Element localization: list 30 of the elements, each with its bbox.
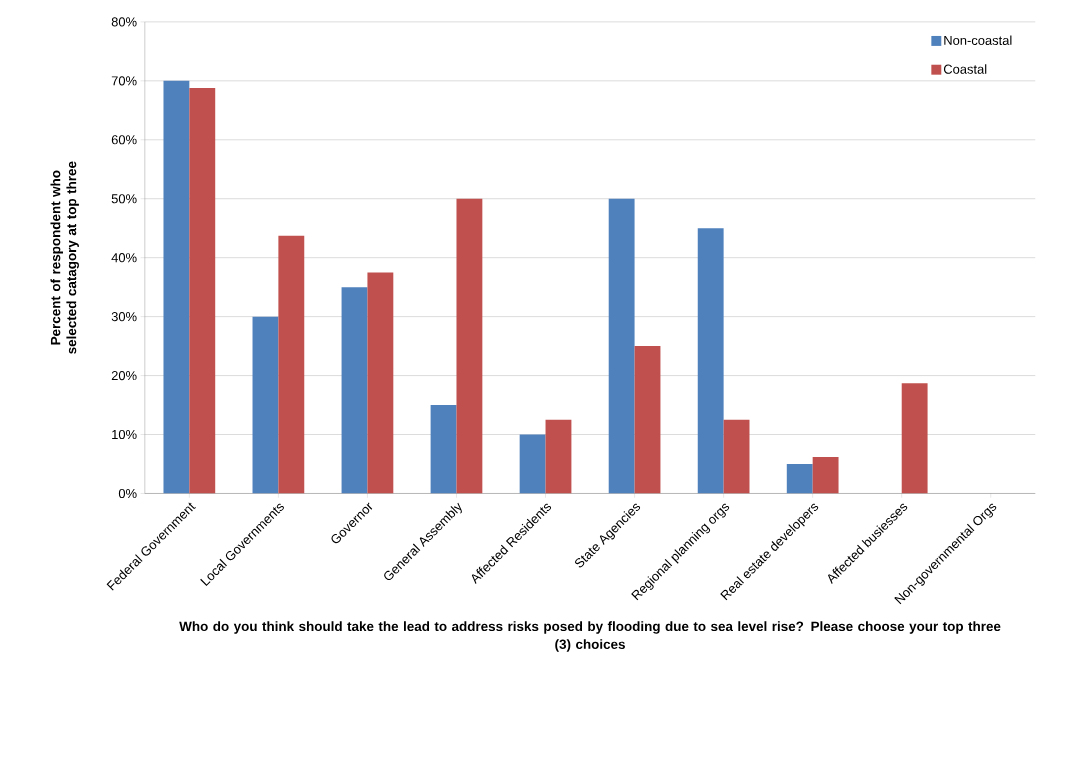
bar xyxy=(278,235,305,494)
bar xyxy=(545,419,572,494)
bar xyxy=(252,316,279,494)
bar xyxy=(608,198,635,494)
bar xyxy=(901,383,928,494)
y-tick-label: 50% xyxy=(111,194,137,204)
bar xyxy=(634,346,661,494)
y-tick-label: 70% xyxy=(111,76,137,86)
bar xyxy=(812,456,839,494)
y-tick-label: 30% xyxy=(111,312,137,322)
bar xyxy=(367,272,394,494)
y-tick-label: 80% xyxy=(111,17,137,27)
bar xyxy=(723,419,750,494)
y-tick-label: 0% xyxy=(118,488,137,499)
y-axis-title: Percent of respondent who selected catagory at top three xyxy=(50,161,79,354)
legend-label: Non-coastal xyxy=(944,35,1012,45)
bar xyxy=(456,198,483,494)
bar xyxy=(786,463,813,494)
y-tick-label: 40% xyxy=(111,253,137,263)
y-tick-label: 60% xyxy=(111,135,137,145)
y-tick-label: 10% xyxy=(112,429,137,440)
bar xyxy=(163,80,190,494)
x-axis-title: Who do you think should take the lead to address risks posed by flooding due to sea level rise? Please choose your top three (3) choices xyxy=(179,621,1001,652)
y-tick-label: 20% xyxy=(111,370,137,381)
bar xyxy=(430,405,457,494)
bar xyxy=(697,228,724,494)
bar xyxy=(189,87,216,494)
bar xyxy=(341,287,368,494)
legend-label: Coastal xyxy=(943,64,987,74)
bar xyxy=(519,434,546,494)
